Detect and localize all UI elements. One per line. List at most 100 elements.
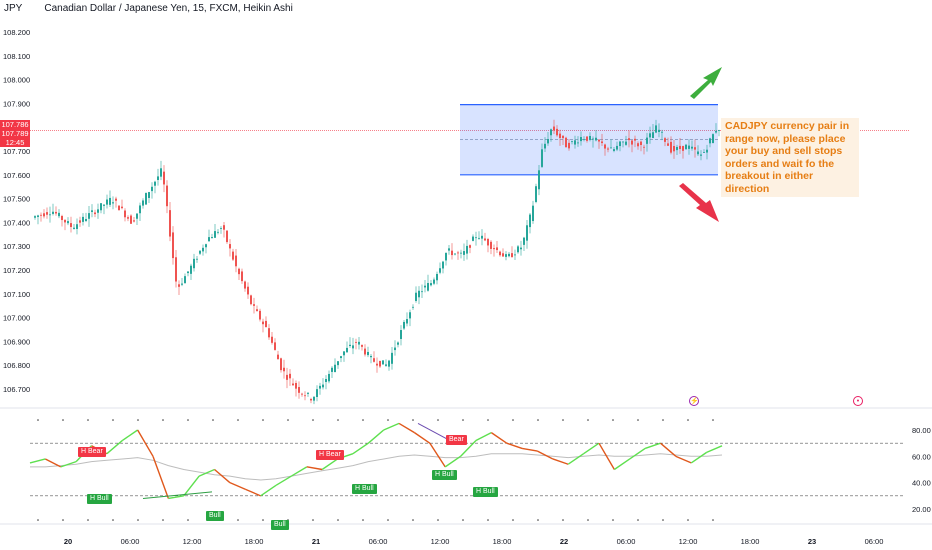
candle-body [250, 295, 252, 305]
candle-body [613, 149, 615, 151]
candle-body [652, 132, 654, 139]
candle-body [295, 382, 297, 389]
candle-body [508, 253, 510, 257]
candle-body [142, 200, 144, 206]
x-tick-label: 06:00 [865, 537, 884, 546]
indicator-dot [262, 519, 264, 521]
indicator-line-segment [152, 456, 170, 499]
candle-body [511, 253, 513, 258]
candle-body [76, 224, 78, 229]
candle-body [631, 140, 633, 145]
candle-body [64, 219, 66, 223]
candle-body [481, 235, 483, 239]
candle-body [403, 321, 405, 329]
candle-body [253, 304, 255, 306]
candle-body [649, 133, 651, 138]
indicator-dot [337, 419, 339, 421]
candle-body [178, 284, 180, 287]
candle-body [415, 292, 417, 301]
candle-body [520, 247, 522, 250]
candle-body [118, 205, 120, 211]
indicator-line-segment [29, 458, 46, 464]
indicator-dot [662, 519, 664, 521]
candle-body [433, 279, 435, 284]
indicator-y-tick: 80.00 [912, 426, 931, 435]
candle-body [697, 151, 699, 155]
candle-body [289, 373, 291, 379]
indicator-label: Bull [271, 520, 289, 530]
indicator-line-segment [245, 488, 261, 497]
indicator-dot [162, 419, 164, 421]
indicator-dot [687, 519, 689, 521]
candle-body [394, 347, 396, 351]
indicator-line-segment [660, 442, 677, 457]
candle-body [334, 364, 336, 372]
indicator-line-segment [183, 475, 200, 497]
candle-body [358, 341, 360, 345]
y-tick-label: 107.700 [3, 147, 30, 156]
candle-body [151, 186, 153, 192]
y-tick-label: 108.100 [3, 52, 30, 61]
candle-body [604, 144, 606, 149]
candle-body [325, 379, 327, 382]
candle-body [556, 128, 558, 136]
indicator-dot [462, 519, 464, 521]
candle-body [298, 387, 300, 393]
candle-body [259, 310, 261, 320]
lightning-icon[interactable]: ⚡ [689, 396, 699, 406]
candle-body [673, 145, 675, 152]
indicator-dot [162, 519, 164, 521]
candle-body [664, 138, 666, 142]
indicator-dot [637, 519, 639, 521]
y-tick-label: 107.600 [3, 171, 30, 180]
candle-body [193, 258, 195, 269]
candle-body [337, 361, 339, 366]
indicator-dot [312, 519, 314, 521]
candle-body [541, 149, 543, 167]
x-tick-label: 06:00 [369, 537, 388, 546]
indicator-dot [362, 419, 364, 421]
indicator-line-segment [321, 458, 338, 471]
indicator-line-segment [706, 445, 723, 454]
candle-body [265, 320, 267, 328]
candle-body [88, 213, 90, 219]
x-tick-label: 06:00 [121, 537, 140, 546]
candle-body [439, 268, 441, 273]
candle-body [139, 205, 141, 214]
candle-body [487, 238, 489, 246]
candle-body [61, 215, 63, 221]
indicator-dot [87, 419, 89, 421]
candle-body [373, 358, 375, 362]
x-tick-label: 20 [64, 537, 72, 546]
x-tick-label: 18:00 [741, 537, 760, 546]
candle-body [343, 351, 345, 356]
candle-body [70, 223, 72, 228]
x-tick-label: 18:00 [493, 537, 512, 546]
indicator-line-segment [521, 447, 538, 452]
candle-body [223, 225, 225, 230]
candle-body [388, 360, 390, 367]
indicator-line-segment [60, 460, 77, 468]
candle-body [634, 138, 636, 141]
x-tick-label: 06:00 [617, 537, 636, 546]
indicator-line-segment [214, 468, 231, 484]
indicator-dot [562, 419, 564, 421]
candle-body [367, 351, 369, 356]
dot-icon[interactable]: • [853, 396, 863, 406]
candle-body [715, 130, 717, 133]
candle-body [583, 139, 585, 140]
candle-body [52, 211, 54, 214]
y-tick-label: 107.100 [3, 290, 30, 299]
indicator-dot [637, 419, 639, 421]
candle-body [100, 203, 102, 211]
candle-body [622, 141, 624, 143]
y-tick-label: 106.700 [3, 385, 30, 394]
candle-body [472, 236, 474, 241]
candle-body [277, 354, 279, 360]
annotation-note[interactable]: CADJPY currency pair in range now, pleas… [721, 118, 859, 197]
indicator-line-segment [613, 458, 631, 471]
candle-body [718, 129, 720, 131]
indicator-dot [412, 519, 414, 521]
